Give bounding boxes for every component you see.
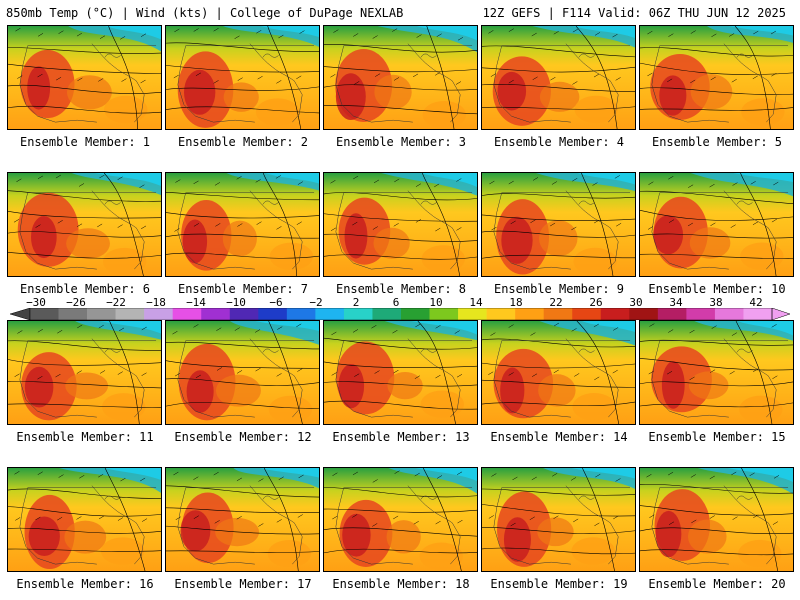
colorbar-swatch <box>286 308 316 320</box>
colorbar-tick-label: 10 <box>429 296 443 309</box>
colorbar-swatch <box>343 308 373 320</box>
colorbar-tick-label: −18 <box>146 296 166 309</box>
ensemble-member-label: Ensemble Member: 12 <box>174 430 312 444</box>
ensemble-member-label: Ensemble Member: 17 <box>174 577 312 591</box>
colorbar-tick-label: −6 <box>269 296 283 309</box>
ensemble-member-label: Ensemble Member: 4 <box>493 135 625 149</box>
colorbar-swatch <box>315 308 345 320</box>
colorbar-swatches <box>9 308 791 320</box>
ensemble-member-label: Ensemble Member: 14 <box>490 430 628 444</box>
ensemble-member-label: Ensemble Member: 15 <box>648 430 786 444</box>
colorbar-tick-label: −26 <box>66 296 86 309</box>
colorbar-swatch <box>372 308 402 320</box>
colorbar-tick-label: 26 <box>589 296 603 309</box>
ensemble-member-map <box>481 172 636 277</box>
ensemble-member-map <box>323 320 478 425</box>
colorbar-tick-label: 18 <box>509 296 523 309</box>
ensemble-member-label: Ensemble Member: 16 <box>16 577 154 591</box>
colorbar-tick-label: 38 <box>709 296 723 309</box>
ensemble-member-map <box>165 467 320 572</box>
colorbar-swatch <box>657 308 687 320</box>
colorbar-tick-label: 6 <box>392 296 400 309</box>
ensemble-member-map <box>639 172 794 277</box>
colorbar-swatch <box>714 308 744 320</box>
ensemble-member-map <box>481 467 636 572</box>
colorbar-swatch <box>258 308 288 320</box>
ensemble-member-label: Ensemble Member: 20 <box>648 577 786 591</box>
colorbar-swatch <box>600 308 630 320</box>
ensemble-member-map <box>481 25 636 130</box>
ensemble-member-map <box>7 467 162 572</box>
colorbar-swatch <box>172 308 202 320</box>
colorbar-tick-label: −2 <box>309 296 323 309</box>
colorbar-swatch <box>429 308 459 320</box>
ensemble-member-label: Ensemble Member: 8 <box>335 282 467 296</box>
temperature-colorbar: −30 −26 −22 −18 −14 −10 −6 −2 2 6 10 14 18 22 26 30 34 38… <box>0 296 800 322</box>
ensemble-member-map <box>165 172 320 277</box>
colorbar-arrow-right <box>771 308 791 320</box>
colorbar-swatch <box>87 308 116 320</box>
ensemble-member-label: Ensemble Member: 1 <box>19 135 151 149</box>
colorbar-tick-label: −22 <box>106 296 126 309</box>
ensemble-member-map <box>323 467 478 572</box>
colorbar-swatch <box>543 308 573 320</box>
ensemble-member-label: Ensemble Member: 6 <box>19 282 151 296</box>
ensemble-member-map <box>165 25 320 130</box>
ensemble-member-map <box>7 172 162 277</box>
colorbar-swatch <box>144 308 173 320</box>
colorbar-tick-label: −14 <box>186 296 206 309</box>
colorbar-swatch <box>201 308 231 320</box>
colorbar-swatch <box>629 308 659 320</box>
colorbar-tick-label: 34 <box>669 296 683 309</box>
colorbar-swatch <box>115 308 145 320</box>
ensemble-member-label: Ensemble Member: 3 <box>335 135 467 149</box>
map-title: 850mb Temp (°C) | Wind (kts) | College o… <box>6 6 404 20</box>
ensemble-member-label: Ensemble Member: 11 <box>16 430 154 444</box>
ensemble-member-map <box>639 467 794 572</box>
colorbar-swatch <box>229 308 259 320</box>
colorbar-tick-label: 42 <box>749 296 763 309</box>
colorbar-tick-label: 14 <box>469 296 483 309</box>
ensemble-member-label: Ensemble Member: 2 <box>177 135 309 149</box>
ensemble-member-label: Ensemble Member: 18 <box>332 577 470 591</box>
colorbar-swatch <box>58 308 88 320</box>
ensemble-member-map <box>7 25 162 130</box>
run-valid-time: 12Z GEFS | F114 Valid: 06Z THU JUN 12 20… <box>482 6 786 20</box>
colorbar-tick-label: −10 <box>226 296 246 309</box>
colorbar-swatch <box>458 308 487 320</box>
colorbar-tick-label: −30 <box>26 296 46 309</box>
colorbar-tick-label: 2 <box>352 296 360 309</box>
colorbar-swatch <box>515 308 544 320</box>
colorbar-swatch <box>686 308 716 320</box>
colorbar-tick-label: 22 <box>549 296 563 309</box>
ensemble-member-label: Ensemble Member: 5 <box>651 135 783 149</box>
ensemble-member-label: Ensemble Member: 7 <box>177 282 309 296</box>
colorbar-tick-label: 30 <box>629 296 643 309</box>
ensemble-member-label: Ensemble Member: 13 <box>332 430 470 444</box>
ensemble-member-map <box>639 320 794 425</box>
ensemble-member-map <box>323 25 478 130</box>
ensemble-member-map <box>323 172 478 277</box>
colorbar-swatch <box>572 308 602 320</box>
ensemble-member-label: Ensemble Member: 10 <box>648 282 786 296</box>
colorbar-swatch <box>401 308 430 320</box>
ensemble-member-label: Ensemble Member: 9 <box>493 282 625 296</box>
ensemble-member-map <box>481 320 636 425</box>
ensemble-member-map <box>165 320 320 425</box>
colorbar-swatch <box>743 308 773 320</box>
ensemble-member-label: Ensemble Member: 19 <box>490 577 628 591</box>
colorbar-swatch <box>30 308 59 320</box>
ensemble-member-map <box>639 25 794 130</box>
colorbar-arrow-left <box>9 308 31 320</box>
ensemble-member-map <box>7 320 162 425</box>
colorbar-swatch <box>486 308 516 320</box>
